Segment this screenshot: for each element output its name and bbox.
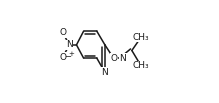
Text: −: − [64, 53, 71, 62]
Text: O: O [59, 53, 66, 62]
Text: CH₃: CH₃ [133, 33, 149, 42]
Text: N: N [102, 68, 108, 77]
Text: +: + [68, 51, 74, 57]
Text: N: N [119, 54, 126, 63]
Text: CH₃: CH₃ [133, 61, 149, 70]
Text: N: N [66, 40, 73, 49]
Text: O: O [59, 28, 66, 37]
Text: O: O [110, 54, 117, 63]
